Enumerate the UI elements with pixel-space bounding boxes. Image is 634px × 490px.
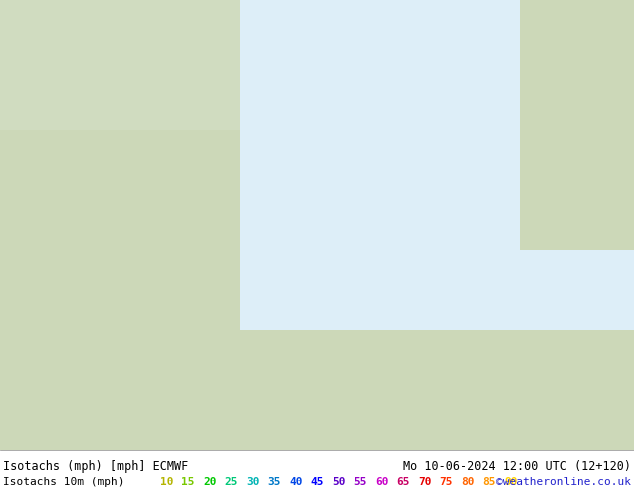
Text: 35: 35 bbox=[268, 477, 281, 487]
Text: 45: 45 bbox=[311, 477, 324, 487]
Bar bbox=[200, 330, 634, 450]
Text: 40: 40 bbox=[289, 477, 302, 487]
Text: 25: 25 bbox=[224, 477, 238, 487]
Text: 80: 80 bbox=[461, 477, 474, 487]
Bar bbox=[0, 0, 634, 130]
Text: 55: 55 bbox=[354, 477, 367, 487]
Text: 20: 20 bbox=[203, 477, 216, 487]
Text: Isotachs (mph) [mph] ECMWF: Isotachs (mph) [mph] ECMWF bbox=[3, 460, 188, 473]
Bar bbox=[240, 0, 520, 300]
Text: 60: 60 bbox=[375, 477, 389, 487]
Text: 85: 85 bbox=[482, 477, 496, 487]
Text: 10: 10 bbox=[160, 477, 174, 487]
Bar bbox=[520, 0, 634, 250]
Bar bbox=[0, 0, 240, 450]
Text: 75: 75 bbox=[439, 477, 453, 487]
Text: ©weatheronline.co.uk: ©weatheronline.co.uk bbox=[496, 477, 631, 487]
Text: 65: 65 bbox=[396, 477, 410, 487]
Text: 50: 50 bbox=[332, 477, 346, 487]
Text: 90: 90 bbox=[504, 477, 517, 487]
Text: Isotachs 10m (mph): Isotachs 10m (mph) bbox=[3, 477, 124, 487]
Text: 15: 15 bbox=[181, 477, 195, 487]
Text: Mo 10-06-2024 12:00 UTC (12+120): Mo 10-06-2024 12:00 UTC (12+120) bbox=[403, 460, 631, 473]
Text: 70: 70 bbox=[418, 477, 432, 487]
Text: 30: 30 bbox=[246, 477, 259, 487]
